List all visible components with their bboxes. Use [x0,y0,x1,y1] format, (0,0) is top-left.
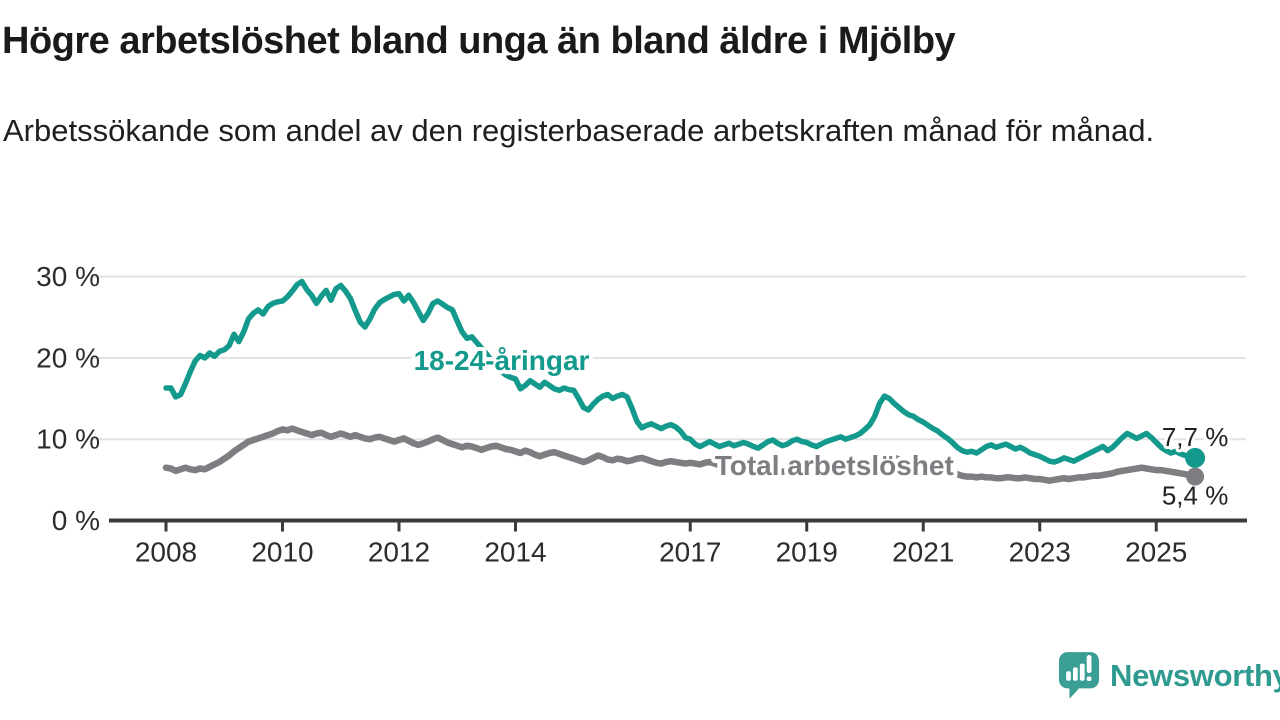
x-tick-label-2017: 2017 [659,537,721,568]
x-tick-label-2014: 2014 [484,537,546,568]
series-line-young [163,278,1198,465]
page-subtitle: Arbetssökande som andel av den registerb… [3,113,1155,148]
end-dot-young [1185,447,1206,468]
y-tick-label-10: 10 % [36,424,100,455]
newsworthy-logo-text: Newsworthy [1110,658,1280,693]
x-tick-label-2012: 2012 [368,537,430,568]
y-tick-label-0: 0 % [52,505,100,536]
series-label-total: Total arbetslöshet [715,450,954,481]
newsworthy-logo: Newsworthy [1058,651,1280,701]
unemployment-line-chart: 2008 2010 2012 2014 2017 2019 2021 2023 2025 30 %… [36,261,1247,568]
page-title: Högre arbetslöshet bland unga än bland ä… [2,20,956,62]
x-tick-label-2010: 2010 [251,537,313,568]
end-dot-total [1186,467,1205,486]
x-tick-label-2025: 2025 [1125,537,1187,568]
newsworthy-logo-icon [1058,652,1100,699]
x-tick-label-2008: 2008 [135,537,197,568]
end-value-label-total: 5,4 % [1162,481,1229,511]
x-tick-label-2023: 2023 [1009,537,1071,568]
series-line-total [162,425,1199,484]
series-label-young: 18-24-åringar [414,345,590,376]
x-tick-label-2021: 2021 [892,537,954,568]
y-tick-label-30: 30 % [36,261,100,292]
y-tick-label-20: 20 % [36,342,100,373]
x-tick-label-2019: 2019 [776,537,838,568]
end-value-label-young: 7,7 % [1162,422,1229,452]
